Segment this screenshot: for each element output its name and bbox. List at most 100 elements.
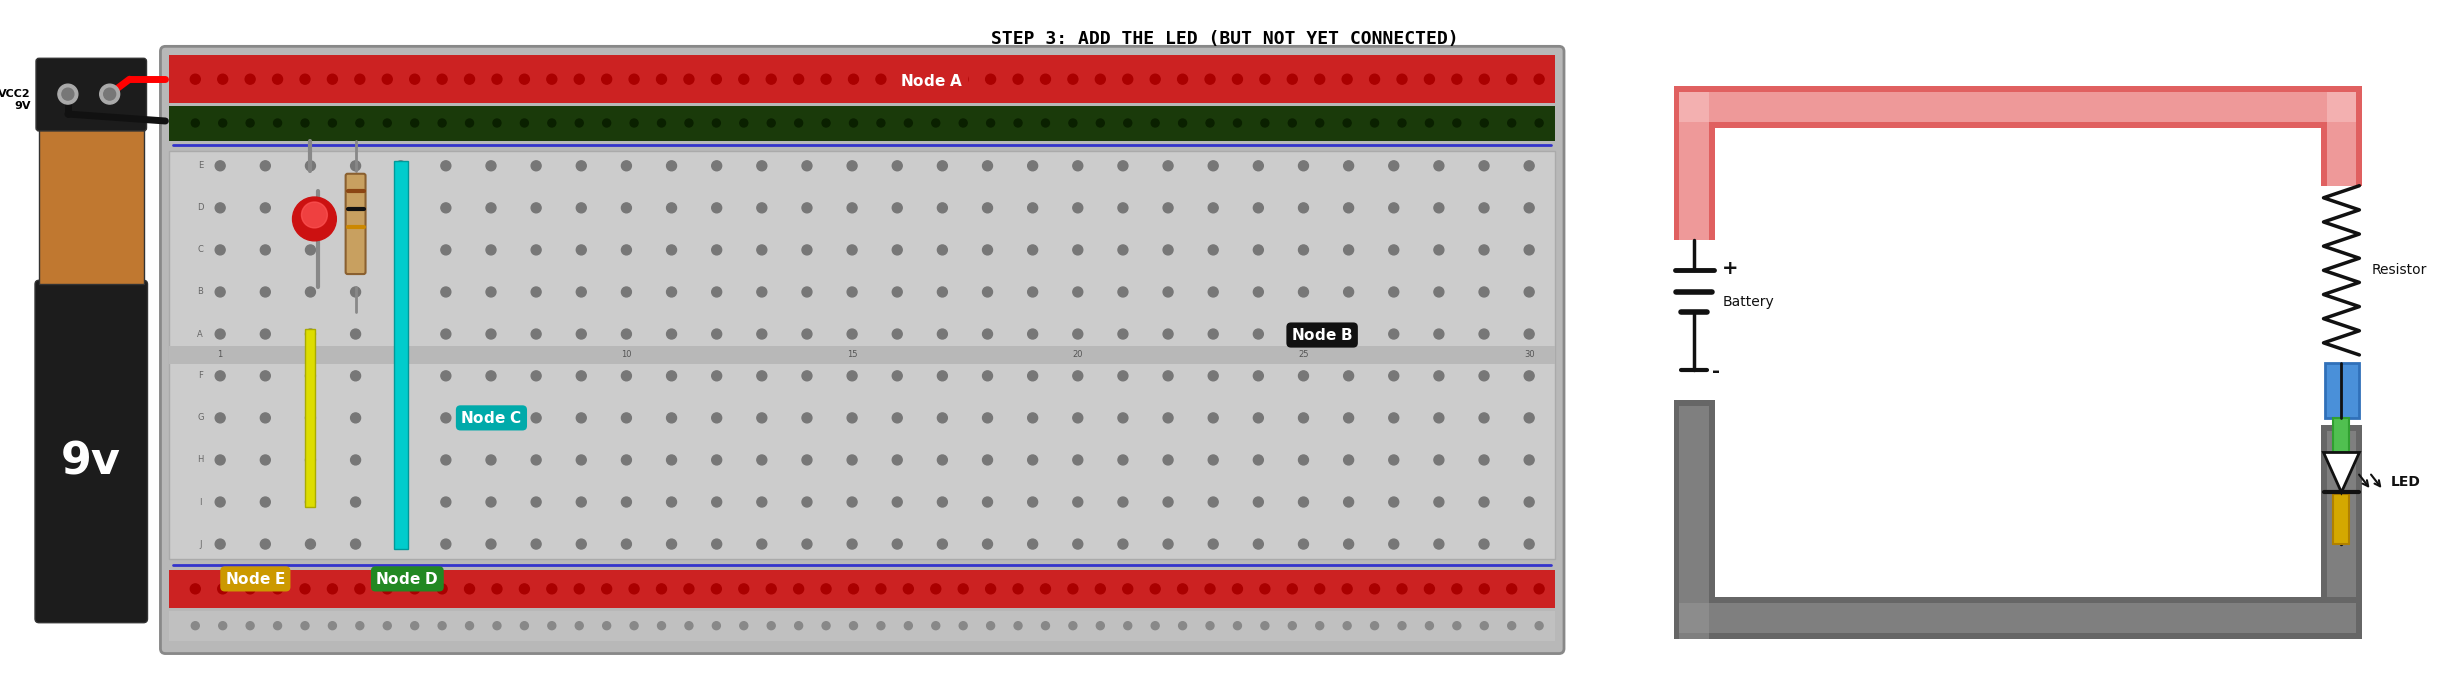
Text: E: E <box>197 161 202 170</box>
Circle shape <box>1426 622 1434 630</box>
Circle shape <box>712 497 722 507</box>
Circle shape <box>261 497 271 507</box>
Circle shape <box>1253 455 1263 465</box>
Circle shape <box>712 119 719 127</box>
Circle shape <box>410 622 419 630</box>
Circle shape <box>1287 622 1297 630</box>
Circle shape <box>983 455 992 465</box>
Circle shape <box>190 119 200 127</box>
Circle shape <box>215 287 224 297</box>
Circle shape <box>892 287 902 297</box>
Circle shape <box>273 74 283 84</box>
Circle shape <box>1287 119 1297 127</box>
Circle shape <box>802 497 812 507</box>
Circle shape <box>1163 203 1173 213</box>
Circle shape <box>546 584 556 594</box>
Circle shape <box>1253 245 1263 255</box>
Circle shape <box>822 584 831 594</box>
Circle shape <box>685 74 695 84</box>
Circle shape <box>892 161 902 171</box>
Circle shape <box>931 622 939 630</box>
Circle shape <box>1390 497 1399 507</box>
Circle shape <box>712 622 719 630</box>
Circle shape <box>410 584 419 594</box>
Circle shape <box>666 245 675 255</box>
Circle shape <box>531 245 541 255</box>
Circle shape <box>1014 622 1022 630</box>
Circle shape <box>1260 119 1268 127</box>
Circle shape <box>1234 119 1241 127</box>
Circle shape <box>739 119 748 127</box>
Circle shape <box>215 539 224 549</box>
Circle shape <box>1480 497 1490 507</box>
Circle shape <box>1343 287 1353 297</box>
Circle shape <box>1343 74 1353 84</box>
Circle shape <box>351 245 361 255</box>
Circle shape <box>848 584 858 594</box>
Circle shape <box>983 245 992 255</box>
Circle shape <box>1343 203 1353 213</box>
Circle shape <box>1029 539 1039 549</box>
Text: VCC2
9V: VCC2 9V <box>0 89 32 111</box>
Circle shape <box>519 584 529 594</box>
Circle shape <box>1253 161 1263 171</box>
Text: Node $\bf{B}$: Node $\bf{B}$ <box>1292 327 1353 343</box>
Circle shape <box>531 287 541 297</box>
Text: Battery: Battery <box>1721 295 1775 309</box>
Circle shape <box>217 74 227 84</box>
Circle shape <box>215 161 224 171</box>
Circle shape <box>1163 245 1173 255</box>
Circle shape <box>1299 245 1309 255</box>
Circle shape <box>656 74 666 84</box>
Text: D: D <box>197 203 202 212</box>
Circle shape <box>1178 74 1187 84</box>
Circle shape <box>892 539 902 549</box>
Circle shape <box>904 119 912 127</box>
Circle shape <box>712 584 722 594</box>
Circle shape <box>1253 497 1263 507</box>
Circle shape <box>1434 371 1443 381</box>
Circle shape <box>531 497 541 507</box>
Text: 1: 1 <box>217 350 222 360</box>
Circle shape <box>666 161 675 171</box>
Circle shape <box>485 455 495 465</box>
Text: Node $\bf{B}$: Node $\bf{B}$ <box>1292 327 1353 343</box>
Circle shape <box>1524 287 1534 297</box>
Circle shape <box>629 74 639 84</box>
Circle shape <box>1524 161 1534 171</box>
Circle shape <box>531 413 541 423</box>
Circle shape <box>666 371 675 381</box>
Circle shape <box>1151 74 1160 84</box>
Circle shape <box>105 88 115 100</box>
Circle shape <box>441 329 451 339</box>
Circle shape <box>1480 74 1490 84</box>
Circle shape <box>1287 584 1297 594</box>
Circle shape <box>756 413 768 423</box>
Circle shape <box>1073 455 1082 465</box>
Circle shape <box>1068 119 1078 127</box>
Bar <box>168 106 1555 141</box>
Circle shape <box>436 74 446 84</box>
Circle shape <box>1397 584 1407 594</box>
Circle shape <box>351 161 361 171</box>
Circle shape <box>531 539 541 549</box>
Circle shape <box>261 329 271 339</box>
Circle shape <box>892 329 902 339</box>
Circle shape <box>1453 74 1463 84</box>
Circle shape <box>351 539 361 549</box>
Circle shape <box>1209 245 1219 255</box>
Circle shape <box>261 539 271 549</box>
Circle shape <box>1209 287 1219 297</box>
Circle shape <box>1424 74 1434 84</box>
Circle shape <box>712 329 722 339</box>
Circle shape <box>531 329 541 339</box>
Circle shape <box>1041 584 1051 594</box>
Text: I: I <box>200 498 202 507</box>
Circle shape <box>549 119 556 127</box>
Circle shape <box>1073 371 1082 381</box>
Circle shape <box>1119 287 1129 297</box>
Circle shape <box>1073 203 1082 213</box>
Circle shape <box>466 74 475 84</box>
Circle shape <box>1029 287 1039 297</box>
Circle shape <box>1426 119 1434 127</box>
